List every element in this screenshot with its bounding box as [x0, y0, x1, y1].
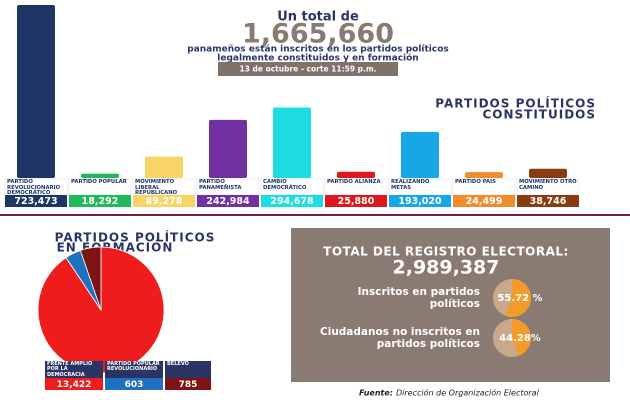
pie-title: PARTIDOS POLÍTICOS: [55, 230, 216, 245]
value-bg: [517, 195, 579, 207]
bar-label-box: PARTIDO PANAMEÑISTA: [199, 179, 242, 191]
bar-label-box: PARTIDO PAÍS: [455, 179, 496, 185]
summary-title: TOTAL DEL REGISTRO ELECTORAL:: [323, 245, 569, 259]
bar-label-box: MOVIMIENTO LIBERAL REPUBLICANO NACIONALI…: [135, 179, 178, 195]
pie-label: BELEVO: [165, 361, 211, 378]
pie-value-bg: [165, 378, 211, 390]
pie-value: 785: [179, 380, 198, 390]
bar: [209, 119, 247, 178]
value-bg: [453, 195, 515, 207]
subtitle: legalmente constituidos y en formación: [217, 53, 418, 64]
bar-title: CONSTITUIDOS: [482, 108, 596, 122]
pie-slice: [79, 246, 102, 311]
bar-label: MOVIMIENTO OTRO CAMINO: [519, 179, 577, 191]
bar-label: PARTIDO POPULAR: [71, 179, 127, 185]
total: 1,665,660: [242, 19, 394, 50]
pie-value: 13,422: [57, 380, 92, 390]
summary-label-box: Inscritos en partidos políticos: [357, 286, 480, 310]
summary-value: 44.28%: [499, 333, 541, 344]
bar-label-box: MOVIMIENTO OTRO CAMINO: [519, 179, 577, 191]
summary-pie-slice: [505, 279, 532, 318]
source: Dirección de Organización Electoral: [396, 388, 540, 398]
bar-label-box: PARTIDO ALIANZA: [327, 179, 381, 185]
bar: [273, 107, 311, 178]
bar-title: PARTIDOS POLÍTICOS: [435, 96, 596, 111]
pie-label-box: FRENTE AMPLIO POR LA DEMOCRACIA: [45, 361, 103, 378]
bar-label-box: REALIZANDO METAS: [391, 179, 430, 191]
value-bg: [69, 195, 131, 207]
bar-label: REALIZANDO METAS: [391, 179, 430, 191]
bar: [401, 131, 439, 178]
value-label: 18,292: [82, 196, 119, 207]
value-bg: [197, 195, 259, 207]
bar: [145, 156, 183, 178]
summary-pie-slice: [512, 319, 531, 356]
value-label: 38,746: [530, 196, 567, 207]
value-bg: [133, 195, 195, 207]
source-label: Fuente:: [359, 389, 393, 398]
pie-label: PARTIDO POPULAR REVOLUCIONARIO: [105, 361, 163, 378]
value-bg: [389, 195, 451, 207]
pie-value-bg: [105, 378, 163, 390]
summary-label: Inscritos en partidos políticos: [357, 286, 480, 310]
pie-label: FRENTE AMPLIO POR LA DEMOCRACIA: [45, 361, 103, 378]
pie-value: 603: [125, 380, 144, 390]
pie-value-bg: [45, 378, 103, 390]
value-label: 25,880: [338, 196, 375, 207]
bar-label-box: PARTIDO POPULAR: [71, 179, 127, 185]
bar: [81, 173, 119, 178]
bar-label-box: PARTIDO REVOLUCIONARIO DEMOCRÁTICO: [7, 179, 61, 195]
bar-label: CAMBIO DEMOCRÁTICO: [263, 179, 307, 191]
summary-label-box: Ciudadanos no inscritos en partidos polí…: [320, 326, 480, 350]
value-label: 242,984: [206, 196, 250, 207]
date-box: [218, 62, 398, 76]
value-label: 723,473: [14, 196, 57, 207]
bar: [465, 172, 503, 178]
bar-label: PARTIDO ALIANZA: [327, 179, 381, 185]
value-label: 24,499: [466, 196, 503, 207]
bar: [529, 168, 567, 178]
bar: [17, 5, 55, 178]
bar-label: PARTIDO PANAMEÑISTA: [199, 179, 242, 191]
bar-label-box: CAMBIO DEMOCRÁTICO: [263, 179, 307, 191]
bar: [337, 171, 375, 178]
summary-value: 55.72 %: [497, 293, 542, 304]
intro: Un total de: [277, 10, 359, 25]
subtitle: panameños están inscritos en los partido…: [187, 45, 449, 55]
value-bg: [261, 195, 323, 207]
value-label: 294,678: [270, 196, 314, 207]
summary-box: [291, 228, 610, 382]
summary-label: Ciudadanos no inscritos en partidos polí…: [320, 326, 480, 350]
value-label: 89,278: [146, 196, 183, 207]
bar-label: PARTIDO PAÍS: [455, 179, 496, 185]
pie-label-box: BELEVO: [165, 361, 211, 378]
bar-label: MOVIMIENTO LIBERAL REPUBLICANO NACIONALI…: [135, 179, 178, 195]
pie-label-box: PARTIDO POPULAR REVOLUCIONARIO: [105, 361, 163, 378]
summary-total: 2,989,387: [393, 257, 500, 279]
value-bg: [325, 195, 387, 207]
value-label: 193,020: [398, 196, 442, 207]
bar-label: PARTIDO REVOLUCIONARIO DEMOCRÁTICO: [7, 179, 61, 195]
date: 13 de octubre - corte 11:59 p.m.: [239, 65, 376, 74]
value-bg: [5, 195, 67, 207]
